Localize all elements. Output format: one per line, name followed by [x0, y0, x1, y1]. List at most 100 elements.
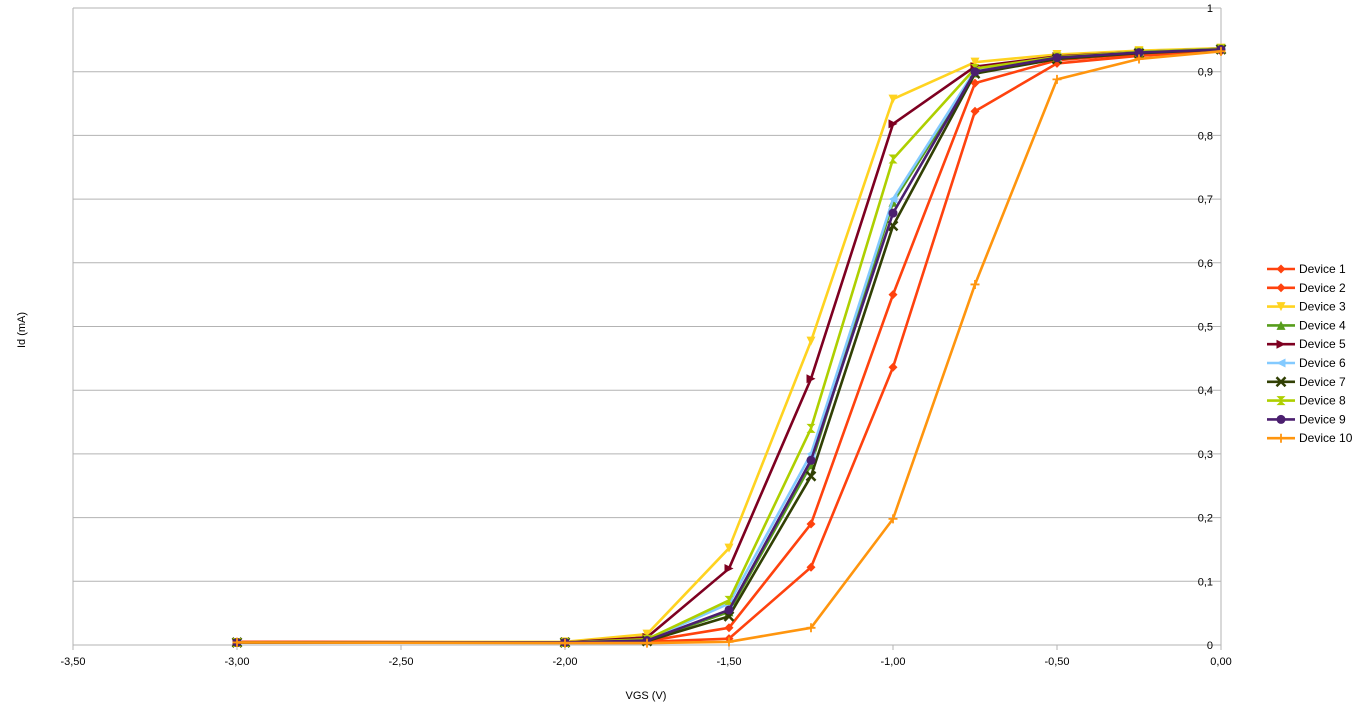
x-tick-label: -2,50: [388, 656, 413, 668]
data-point: [806, 423, 816, 433]
legend-label: Device 4: [1299, 318, 1346, 332]
legend-label: Device 3: [1299, 300, 1346, 314]
series-1: [232, 46, 1226, 647]
legend-marker: [1276, 358, 1286, 368]
data-point: [888, 514, 898, 524]
legend-marker: [1276, 433, 1286, 443]
data-point: [888, 362, 898, 372]
series-line: [237, 47, 1222, 644]
data-point: [1134, 48, 1144, 58]
data-point: [888, 119, 898, 129]
series-line: [237, 47, 1222, 644]
y-tick-label: 0,5: [1198, 322, 1213, 334]
legend-label: Device 8: [1299, 394, 1346, 408]
legend-marker: [1276, 396, 1286, 406]
legend-label: Device 10: [1299, 431, 1353, 445]
series: [231, 43, 1227, 648]
legend-label: Device 1: [1299, 262, 1346, 276]
data-point: [888, 208, 898, 218]
data-point: [806, 374, 816, 384]
legend-label: Device 2: [1299, 281, 1346, 295]
data-point: [806, 562, 816, 572]
legend-label: Device 7: [1299, 375, 1346, 389]
data-point: [560, 638, 570, 648]
data-point: [1052, 53, 1062, 63]
x-tick-label: -1,00: [880, 656, 905, 668]
legend-marker: [1276, 320, 1286, 330]
legend-entry: Device 4: [1267, 318, 1346, 332]
legend-entry: Device 6: [1267, 356, 1346, 370]
legend-marker: [1275, 376, 1287, 388]
y-tick-label: 0,6: [1198, 258, 1213, 270]
legend-entry: Device 9: [1267, 412, 1346, 426]
series-line: [237, 48, 1222, 644]
y-tick-label: 1: [1207, 3, 1213, 15]
data-point: [724, 605, 734, 615]
data-point: [805, 470, 817, 482]
legend-label: Device 6: [1299, 356, 1346, 370]
data-point: [970, 67, 980, 77]
series-line: [237, 47, 1222, 644]
data-point: [1216, 46, 1226, 56]
data-point: [806, 519, 816, 529]
data-point: [806, 336, 816, 346]
data-point: [970, 78, 980, 88]
y-tick-label: 0,3: [1198, 449, 1213, 461]
legend-label: Device 5: [1299, 337, 1346, 351]
data-point: [806, 623, 816, 633]
data-point: [888, 154, 898, 164]
x-tick-label: -3,50: [60, 656, 85, 668]
x-tick-label: 0,00: [1210, 656, 1231, 668]
x-tick-label: -1,50: [716, 656, 741, 668]
y-tick-label: 0,8: [1198, 130, 1213, 142]
series-line: [237, 48, 1222, 644]
x-tick-label: -2,00: [552, 656, 577, 668]
x-tick-label: -3,00: [224, 656, 249, 668]
legend-marker: [1276, 339, 1286, 349]
gridlines: [73, 7, 1221, 646]
series-line: [236, 50, 1222, 644]
data-point: [970, 57, 980, 67]
data-point: [724, 564, 734, 574]
data-point: [888, 94, 898, 104]
series-3: [232, 43, 1226, 647]
legend-entry: Device 5: [1267, 337, 1346, 351]
data-point: [724, 543, 734, 553]
y-tick-label: 0,1: [1198, 576, 1213, 588]
legend-label: Device 9: [1299, 412, 1346, 426]
data-point: [232, 637, 242, 647]
series-line: [236, 46, 1222, 644]
data-point: [724, 595, 734, 605]
series-6: [232, 44, 1226, 647]
y-tick-label: 0: [1207, 640, 1213, 652]
series-line: [237, 47, 1222, 644]
legend-entry: Device 7: [1267, 375, 1346, 389]
data-point: [642, 629, 652, 639]
legend-entry: Device 3: [1267, 300, 1346, 314]
y-tick-label: 0,2: [1198, 513, 1213, 525]
legend-marker: [1276, 414, 1286, 424]
legend-marker: [1276, 302, 1286, 312]
legend-marker: [1276, 283, 1286, 293]
legend-entry: Device 1: [1267, 262, 1346, 276]
data-point: [642, 638, 652, 648]
x-axis-title: VGS (V): [626, 690, 667, 702]
data-point: [1052, 74, 1062, 84]
legend-entry: Device 8: [1267, 394, 1346, 408]
series-4: [232, 44, 1226, 647]
x-tick-label: -0,50: [1044, 656, 1069, 668]
data-point: [888, 290, 898, 300]
series-line: [236, 48, 1222, 644]
data-point: [724, 623, 734, 633]
legend-entry: Device 2: [1267, 281, 1346, 295]
series-line: [236, 50, 1222, 645]
legend-marker: [1276, 264, 1286, 274]
y-tick-label: 0,7: [1198, 194, 1213, 206]
series-8: [232, 44, 1226, 647]
data-point: [723, 610, 735, 622]
x-axis-ticks: -3,50 -3,00 -2,50 -2,00 -1,50 -1,00 -0,50 0,00: [60, 645, 1232, 668]
data-point: [888, 194, 898, 204]
y-axis-title: Id (mA): [16, 312, 28, 348]
data-point: [806, 455, 816, 465]
